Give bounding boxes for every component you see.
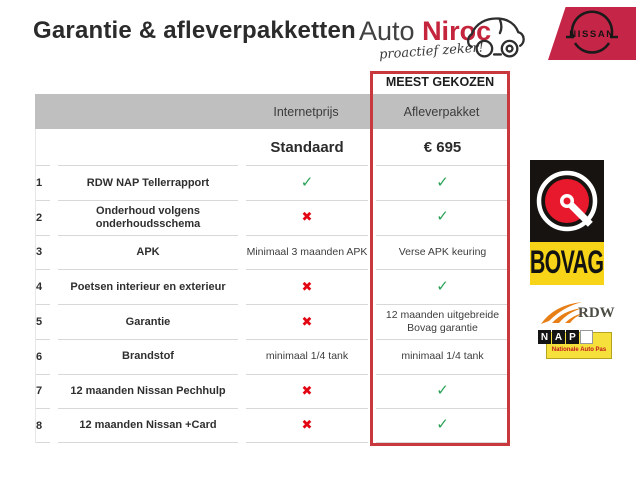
brand-wordmark: Auto Niroc bbox=[359, 16, 491, 47]
auto-niroc-logo: Auto Niroc proactief zeker! bbox=[347, 8, 525, 63]
page-title: Garantie & afleverpakketten bbox=[33, 17, 356, 44]
afleverpakket-value: 12 maanden uitgebreide Bovag garantie bbox=[376, 304, 509, 339]
table-row: 8 12 maanden Nissan +Card ✖ ✓ bbox=[36, 408, 509, 443]
column-header-afleverpakket: Afleverpakket bbox=[403, 104, 480, 119]
row-number: 4 bbox=[36, 269, 50, 304]
most-chosen-label: MEEST GEKOZEN bbox=[385, 75, 495, 89]
comparison-table: Internetprijs Afleverpakket Standaard € … bbox=[35, 94, 509, 443]
afleverpakket-value: ✓ bbox=[376, 373, 509, 409]
row-number: 1 bbox=[36, 165, 50, 200]
table-row: 4 Poetsen interieur en exterieur ✖ ✓ bbox=[36, 269, 509, 304]
check-icon: ✓ bbox=[436, 208, 449, 226]
rdw-wordmark: RDW bbox=[578, 304, 615, 321]
afleverpakket-value: ✓ bbox=[376, 269, 509, 304]
afleverpakket-value: ✓ bbox=[376, 165, 509, 200]
car-sketch-icon bbox=[466, 17, 525, 58]
table-row: 5 Garantie ✖ 12 maanden uitgebreide Bova… bbox=[36, 304, 509, 339]
table-row: 1 RDW NAP Tellerrapport ✓ ✓ bbox=[36, 165, 509, 200]
internetprijs-value: minimaal 1/4 tank bbox=[246, 338, 368, 374]
check-icon: ✓ bbox=[436, 416, 449, 434]
table-row: 3 APK Minimaal 3 maanden APK Verse APK k… bbox=[36, 234, 509, 270]
nap-letter-n: N bbox=[538, 330, 551, 344]
feature-label: APK bbox=[58, 234, 238, 270]
brand-auto: Auto bbox=[359, 16, 415, 46]
row-number: 3 bbox=[36, 234, 50, 270]
nap-subtitle: Nationale Auto Pas bbox=[551, 347, 607, 353]
row-number: 6 bbox=[36, 338, 50, 374]
table-header-row: Internetprijs Afleverpakket bbox=[35, 94, 508, 129]
feature-rows: 1 RDW NAP Tellerrapport ✓ ✓ 2 Onderhoud … bbox=[36, 165, 509, 443]
bovag-logo: BOVAG bbox=[530, 160, 604, 285]
cross-icon: ✖ bbox=[301, 278, 313, 294]
row-number: 5 bbox=[36, 304, 50, 339]
internetprijs-value: ✖ bbox=[246, 199, 368, 235]
bovag-disc-icon bbox=[530, 160, 604, 242]
feature-label: Poetsen interieur en exterieur bbox=[58, 269, 238, 304]
brand-niroc: Niroc bbox=[422, 16, 492, 46]
afleverpakket-value: ✓ bbox=[376, 199, 509, 235]
bovag-wordmark: BOVAG bbox=[530, 245, 604, 281]
internetprijs-value: ✖ bbox=[246, 408, 368, 443]
table-body: Standaard € 695 1 RDW NAP Tellerrapport … bbox=[35, 129, 509, 443]
header-band bbox=[35, 94, 508, 129]
nap-letter-a: A bbox=[552, 330, 565, 344]
internetprijs-value: ✖ bbox=[246, 304, 368, 339]
nissan-wordmark: NISSAN bbox=[569, 29, 615, 40]
column-header-internetprijs: Internetprijs bbox=[273, 104, 339, 119]
internetprijs-value: Minimaal 3 maanden APK bbox=[246, 234, 368, 270]
afleverpakket-value: ✓ bbox=[376, 408, 509, 443]
afleverpakket-value: minimaal 1/4 tank bbox=[376, 338, 509, 374]
cross-icon: ✖ bbox=[301, 209, 313, 225]
cross-icon: ✖ bbox=[301, 383, 313, 399]
feature-label: Garantie bbox=[58, 304, 238, 339]
feature-label: Brandstof bbox=[58, 338, 238, 374]
nissan-logo: NISSAN bbox=[548, 7, 636, 60]
row-number: 7 bbox=[36, 373, 50, 409]
feature-label: RDW NAP Tellerrapport bbox=[58, 165, 238, 200]
check-icon: ✓ bbox=[436, 173, 449, 191]
feature-label: 12 maanden Nissan Pechhulp bbox=[58, 373, 238, 409]
nap-logo: N A P Nationale Auto Pas bbox=[538, 330, 616, 362]
rdw-logo: RDW bbox=[540, 297, 616, 329]
cross-icon: ✖ bbox=[301, 313, 313, 329]
internetprijs-value: ✖ bbox=[246, 269, 368, 304]
internetprijs-value: ✓ bbox=[246, 165, 368, 200]
price-internet: Standaard bbox=[270, 138, 344, 156]
table-row: 6 Brandstof minimaal 1/4 tank minimaal 1… bbox=[36, 338, 509, 374]
afleverpakket-value: Verse APK keuring bbox=[376, 234, 509, 270]
row-number: 8 bbox=[36, 408, 50, 443]
bovag-wordmark-band: BOVAG bbox=[530, 242, 604, 285]
internetprijs-value: ✖ bbox=[246, 373, 368, 409]
price-row: Standaard € 695 bbox=[36, 129, 508, 165]
nap-letter-boxes: N A P bbox=[538, 330, 593, 344]
price-aflever: € 695 bbox=[423, 138, 462, 156]
nap-blank-box bbox=[580, 330, 593, 344]
feature-label: Onderhoud volgens onderhoudsschema bbox=[58, 199, 238, 235]
table-row: 2 Onderhoud volgens onderhoudsschema ✖ ✓ bbox=[36, 199, 509, 235]
row-number: 2 bbox=[36, 199, 50, 235]
table-row: 7 12 maanden Nissan Pechhulp ✖ ✓ bbox=[36, 373, 509, 409]
nap-letter-p: P bbox=[566, 330, 579, 344]
rdw-wing-icon bbox=[541, 302, 584, 324]
cross-icon: ✖ bbox=[301, 417, 313, 433]
check-icon: ✓ bbox=[436, 277, 449, 295]
check-icon: ✓ bbox=[300, 173, 314, 191]
feature-label: 12 maanden Nissan +Card bbox=[58, 408, 238, 443]
check-icon: ✓ bbox=[436, 382, 449, 400]
